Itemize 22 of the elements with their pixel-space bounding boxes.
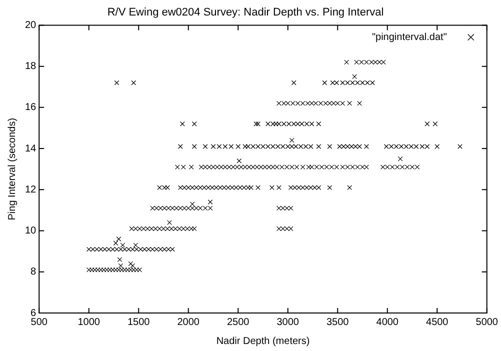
y-axis-title: Ping Interval (seconds) xyxy=(6,118,18,220)
x-tick-label: 4000 xyxy=(376,316,399,328)
y-tick-label: 10 xyxy=(25,226,37,237)
x-tick-label: 3000 xyxy=(276,316,300,328)
x-tick-label: 4500 xyxy=(426,316,449,328)
x-tick-label: 3500 xyxy=(326,316,350,328)
x-tick-label: 2500 xyxy=(227,316,250,328)
x-tick-label: 1000 xyxy=(78,316,100,328)
x-tick-label: 1500 xyxy=(128,316,150,328)
legend-label: "pinginterval.dat" xyxy=(372,32,448,43)
y-tick-label: 18 xyxy=(25,61,37,72)
y-tick-label: 14 xyxy=(25,143,37,154)
x-tick-label: 500 xyxy=(30,316,48,328)
x-tick-label: 5000 xyxy=(476,316,498,328)
y-tick-label: 12 xyxy=(25,184,37,196)
chart-title: R/V Ewing ew0204 Survey: Nadir Depth vs. Ping Interval xyxy=(107,6,384,19)
y-tick-label: 8 xyxy=(30,266,37,278)
y-tick-label: 16 xyxy=(25,102,37,114)
x-tick-label: 2000 xyxy=(177,316,200,328)
y-tick-label: 20 xyxy=(25,20,37,31)
x-axis-title: Nadir Depth (meters) xyxy=(216,336,310,347)
y-tick-label: 6 xyxy=(30,308,37,319)
